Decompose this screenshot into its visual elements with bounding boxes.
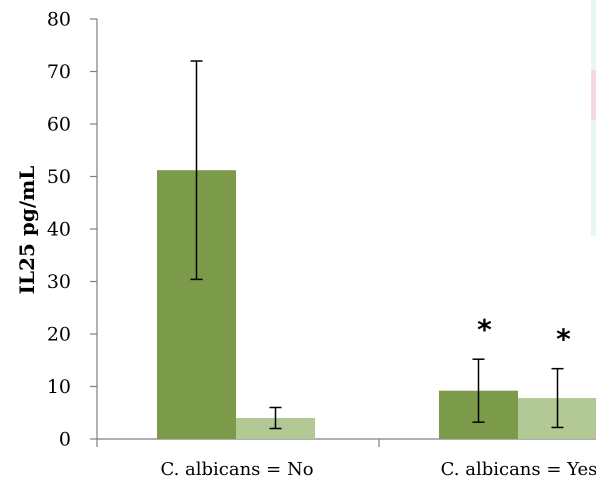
y-tick-label: 30	[47, 271, 71, 293]
y-ticks: 0 10 20 30 40 50 60 70 80	[47, 9, 97, 451]
y-tick-label: 40	[47, 219, 71, 241]
y-tick-label: 0	[59, 429, 71, 451]
y-tick-label: 10	[47, 376, 71, 398]
y-axis-label: IL25 pg/mL	[15, 166, 39, 295]
annotations: * *	[477, 313, 571, 355]
x-tick-label: C. albicans = Yes	[441, 459, 596, 480]
y-tick-label: 80	[47, 9, 71, 31]
x-tick-label: C. albicans = No	[160, 459, 313, 480]
y-tick-label: 70	[47, 61, 71, 83]
significance-marker: *	[556, 323, 571, 356]
significance-marker: *	[477, 313, 492, 346]
side-mark	[591, 70, 596, 120]
error-bars	[190, 60, 564, 430]
category-labels: C. albicans = No C. albicans = Yes	[160, 459, 596, 480]
y-tick-label: 20	[47, 324, 71, 346]
bars	[157, 170, 596, 439]
y-tick-label: 50	[47, 166, 71, 188]
y-tick-label: 60	[47, 114, 71, 136]
